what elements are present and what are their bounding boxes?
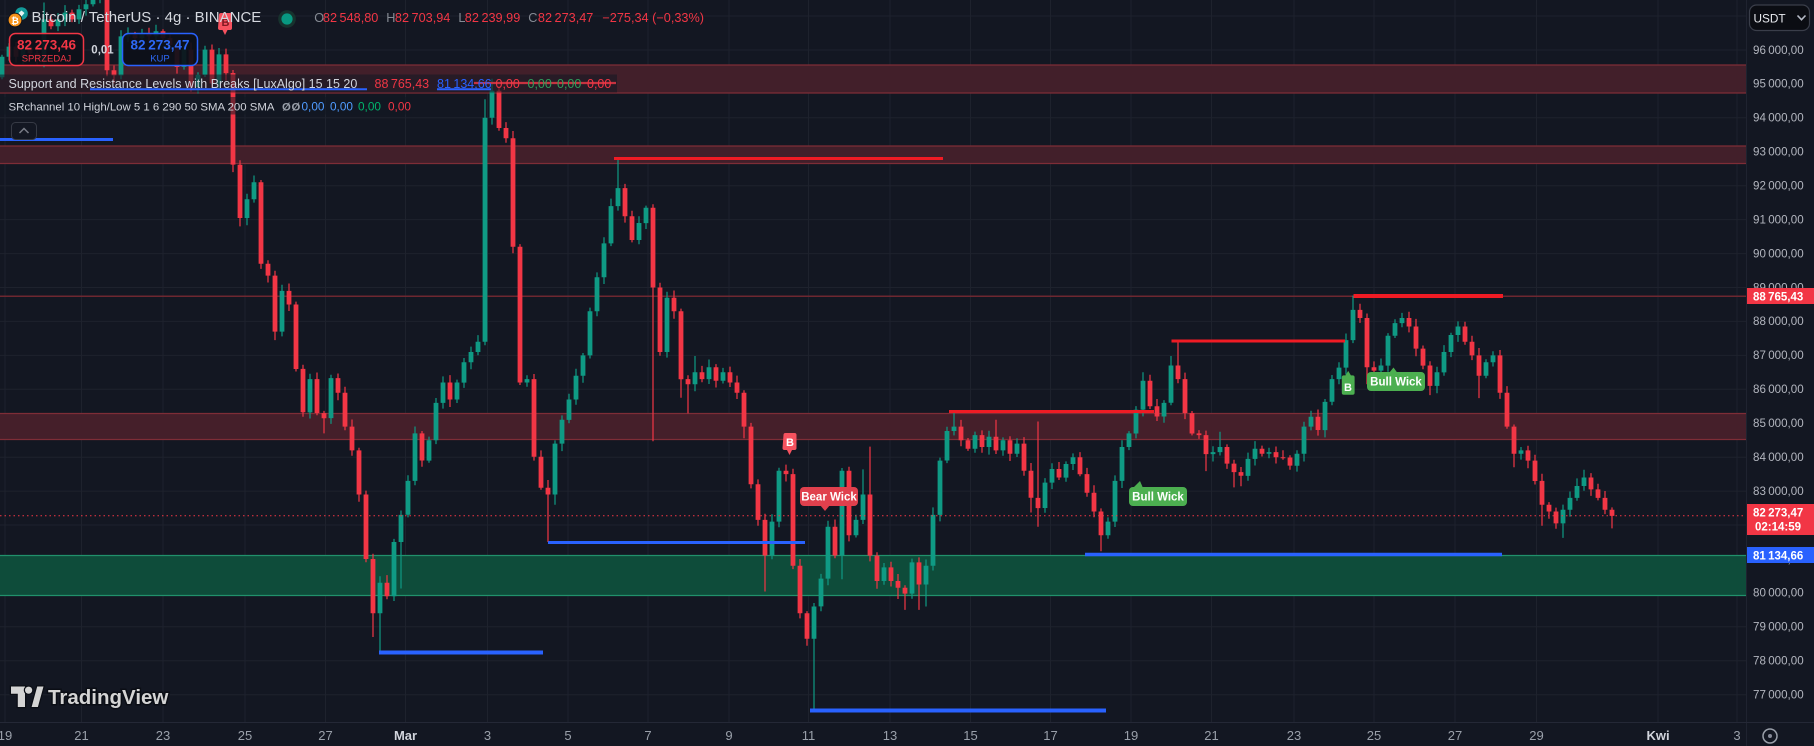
svg-text:0,00: 0,00 <box>496 77 520 91</box>
svg-text:−275,34 (−0,33%): −275,34 (−0,33%) <box>602 11 704 25</box>
svg-text:82 239,99: 82 239,99 <box>465 11 520 25</box>
svg-text:3: 3 <box>1733 728 1740 743</box>
svg-text:13: 13 <box>883 728 897 743</box>
svg-text:Ø: Ø <box>292 102 301 114</box>
svg-text:Bear Wick: Bear Wick <box>801 492 857 504</box>
svg-text:H: H <box>386 11 395 25</box>
svg-text:B: B <box>222 17 230 29</box>
svg-text:L: L <box>458 11 465 25</box>
svg-text:25: 25 <box>238 728 252 743</box>
svg-text:82 273,47: 82 273,47 <box>130 38 189 53</box>
svg-text:88 000,00: 88 000,00 <box>1753 315 1804 328</box>
svg-text:0,00: 0,00 <box>557 77 581 91</box>
svg-text:3: 3 <box>484 728 491 743</box>
svg-text:7: 7 <box>644 728 651 743</box>
svg-text:21: 21 <box>1204 728 1218 743</box>
svg-text:94 000,00: 94 000,00 <box>1753 112 1804 125</box>
svg-text:0,00: 0,00 <box>587 77 611 91</box>
svg-text:87 000,00: 87 000,00 <box>1753 349 1804 362</box>
svg-text:0,00: 0,00 <box>330 100 353 114</box>
svg-text:23: 23 <box>156 728 170 743</box>
svg-text:15: 15 <box>963 728 977 743</box>
svg-text:29: 29 <box>1529 728 1543 743</box>
svg-text:Bull Wick: Bull Wick <box>1370 377 1422 389</box>
svg-text:Support and Resistance Levels: Support and Resistance Levels with Break… <box>9 77 358 91</box>
svg-text:Ø: Ø <box>282 102 291 114</box>
svg-text:82 273,47: 82 273,47 <box>1753 508 1803 520</box>
svg-text:SRchannel 10 High/Low 5 1 6 29: SRchannel 10 High/Low 5 1 6 290 50 SMA 2… <box>9 102 275 114</box>
svg-text:0,00: 0,00 <box>302 100 325 114</box>
svg-text:Mar: Mar <box>394 728 417 743</box>
svg-text:88 765,43: 88 765,43 <box>375 77 430 91</box>
svg-text:95 000,00: 95 000,00 <box>1753 78 1804 91</box>
svg-text:90 000,00: 90 000,00 <box>1753 247 1804 260</box>
svg-text:TradingView: TradingView <box>48 686 168 709</box>
svg-text:84 000,00: 84 000,00 <box>1753 451 1804 464</box>
svg-text:79 000,00: 79 000,00 <box>1753 621 1804 634</box>
svg-text:19: 19 <box>0 728 12 743</box>
svg-text:USDT: USDT <box>1754 12 1786 26</box>
svg-text:83 000,00: 83 000,00 <box>1753 485 1804 498</box>
svg-text:0,00: 0,00 <box>528 77 552 91</box>
svg-text:SPRZEDAJ: SPRZEDAJ <box>22 54 72 65</box>
svg-text:88 765,43: 88 765,43 <box>1753 291 1803 303</box>
svg-text:78 000,00: 78 000,00 <box>1753 655 1804 668</box>
svg-text:80 000,00: 80 000,00 <box>1753 587 1804 600</box>
svg-text:19: 19 <box>1124 728 1138 743</box>
svg-text:9: 9 <box>725 728 732 743</box>
svg-text:96 000,00: 96 000,00 <box>1753 44 1804 57</box>
svg-text:27: 27 <box>318 728 332 743</box>
svg-text:82 548,80: 82 548,80 <box>323 11 378 25</box>
svg-text:0,00: 0,00 <box>358 100 381 114</box>
svg-text:0,00: 0,00 <box>388 100 411 114</box>
svg-text:86 000,00: 86 000,00 <box>1753 383 1804 396</box>
svg-text:5: 5 <box>564 728 571 743</box>
svg-text:85 000,00: 85 000,00 <box>1753 417 1804 430</box>
svg-text:Kwi: Kwi <box>1646 728 1669 743</box>
svg-text:91 000,00: 91 000,00 <box>1753 213 1804 226</box>
svg-text:B: B <box>786 437 794 449</box>
svg-text:93 000,00: 93 000,00 <box>1753 146 1804 159</box>
svg-text:KUP: KUP <box>150 54 170 65</box>
svg-text:81 134,66: 81 134,66 <box>437 77 492 91</box>
svg-text:82 703,94: 82 703,94 <box>395 11 450 25</box>
svg-text:O: O <box>314 11 324 25</box>
svg-text:11: 11 <box>802 728 816 743</box>
svg-text:27: 27 <box>1448 728 1462 743</box>
svg-text:81 134,66: 81 134,66 <box>1753 550 1803 562</box>
svg-text:23: 23 <box>1287 728 1301 743</box>
svg-text:₿: ₿ <box>11 16 19 27</box>
svg-text:25: 25 <box>1367 728 1381 743</box>
svg-text:21: 21 <box>74 728 88 743</box>
svg-text:17: 17 <box>1043 728 1057 743</box>
svg-text:0,01: 0,01 <box>91 45 114 57</box>
svg-text:B: B <box>1344 382 1352 394</box>
svg-text:C: C <box>528 11 537 25</box>
svg-text:92 000,00: 92 000,00 <box>1753 180 1804 193</box>
svg-text:82 273,47: 82 273,47 <box>538 11 593 25</box>
svg-text:Bull Wick: Bull Wick <box>1132 492 1184 504</box>
svg-text:82 273,46: 82 273,46 <box>17 38 77 53</box>
svg-text:02:14:59: 02:14:59 <box>1755 522 1801 534</box>
svg-text:77 000,00: 77 000,00 <box>1753 689 1804 702</box>
svg-text:Bitcoin / TetherUS · 4g · BINA: Bitcoin / TetherUS · 4g · BINANCE <box>32 9 262 26</box>
